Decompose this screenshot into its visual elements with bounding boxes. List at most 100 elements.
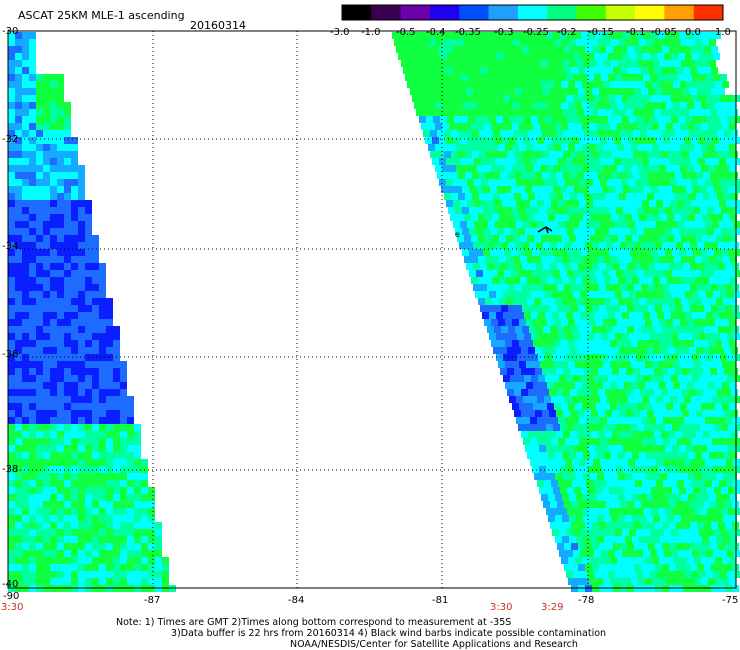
swath-cell [534,256,541,263]
swath-cell [687,102,694,109]
swath-cell [673,361,680,368]
swath-cell [574,270,581,277]
swath-cell [50,508,57,515]
swath-cell [651,270,658,277]
lon-label: -78 [578,595,595,606]
swath-cell [106,368,113,375]
swath-cell [693,186,700,193]
swath-cell [533,102,540,109]
swath-cell [452,88,459,95]
swath-cell [680,340,687,347]
swath-cell [78,298,85,305]
swath-cell [663,480,670,487]
swath-cell [651,186,658,193]
swath-cell [695,298,702,305]
swath-cell [596,557,603,564]
swath-cell [542,389,549,396]
swath-cell [700,207,707,214]
swath-cell [635,221,642,228]
swath-cell [622,291,629,298]
swath-cell [22,410,29,417]
swath-cell [85,242,92,249]
swath-cell [50,284,57,291]
swath-cell [621,417,628,424]
swath-cell [637,424,644,431]
swath-cell [478,277,485,284]
swath-cell [457,39,464,46]
swath-cell [71,312,78,319]
swath-cell [600,480,607,487]
swath-cell [707,228,714,235]
swath-cell [514,151,521,158]
swath-cell [535,151,542,158]
swath-cell [661,109,668,116]
swath-cell [604,277,611,284]
swath-cell [604,515,611,522]
swath-cell [134,459,141,466]
swath-cell [722,557,729,564]
swath-cell [536,242,543,249]
swath-cell [626,130,633,137]
swath-cell [613,263,620,270]
swath-cell [655,522,662,529]
swath-cell [50,536,57,543]
swath-cell [735,424,740,431]
swath-cell [566,529,573,536]
swath-cell [704,263,711,270]
swath-cell [678,74,685,81]
swath-cell [712,438,719,445]
swath-cell [57,165,64,172]
swath-cell [695,536,702,543]
swath-cell [71,137,78,144]
swath-cell [616,228,623,235]
swath-cell [78,249,85,256]
swath-cell [585,522,592,529]
swath-cell [498,319,505,326]
swath-cell [481,179,488,186]
swath-cell [401,39,408,46]
swath-cell [543,88,550,95]
swath-cell [509,179,516,186]
swath-cell [29,452,36,459]
swath-cell [15,109,22,116]
swath-cell [716,536,723,543]
swath-cell [594,550,601,557]
swath-cell [633,410,640,417]
swath-cell [666,557,673,564]
swath-cell [650,116,657,123]
swath-cell [604,256,611,263]
swath-cell [518,270,525,277]
swath-cell [554,102,561,109]
swath-cell [540,361,547,368]
swath-cell [22,417,29,424]
swath-cell [612,347,619,354]
swath-cell [552,354,559,361]
swath-cell [696,172,703,179]
swath-cell [479,151,486,158]
swath-cell [471,214,478,221]
swath-cell [529,46,536,53]
swath-cell [607,200,614,207]
swath-cell [482,116,489,123]
swath-cell [616,487,623,494]
swath-cell [64,193,71,200]
swath-cell [604,298,611,305]
swath-cell [681,277,688,284]
swath-cell [529,326,536,333]
swath-cell [543,242,550,249]
swath-cell [604,235,611,242]
swath-cell [113,494,120,501]
swath-cell [555,235,562,242]
swath-cell [50,242,57,249]
swath-cell [721,270,728,277]
swath-cell [528,193,535,200]
swath-cell [626,410,633,417]
swath-cell [524,74,531,81]
swath-cell [22,130,29,137]
swath-cell [22,172,29,179]
swath-cell [671,74,678,81]
swath-cell [715,102,722,109]
swath-cell [558,137,565,144]
swath-cell [29,186,36,193]
swath-cell [36,200,43,207]
